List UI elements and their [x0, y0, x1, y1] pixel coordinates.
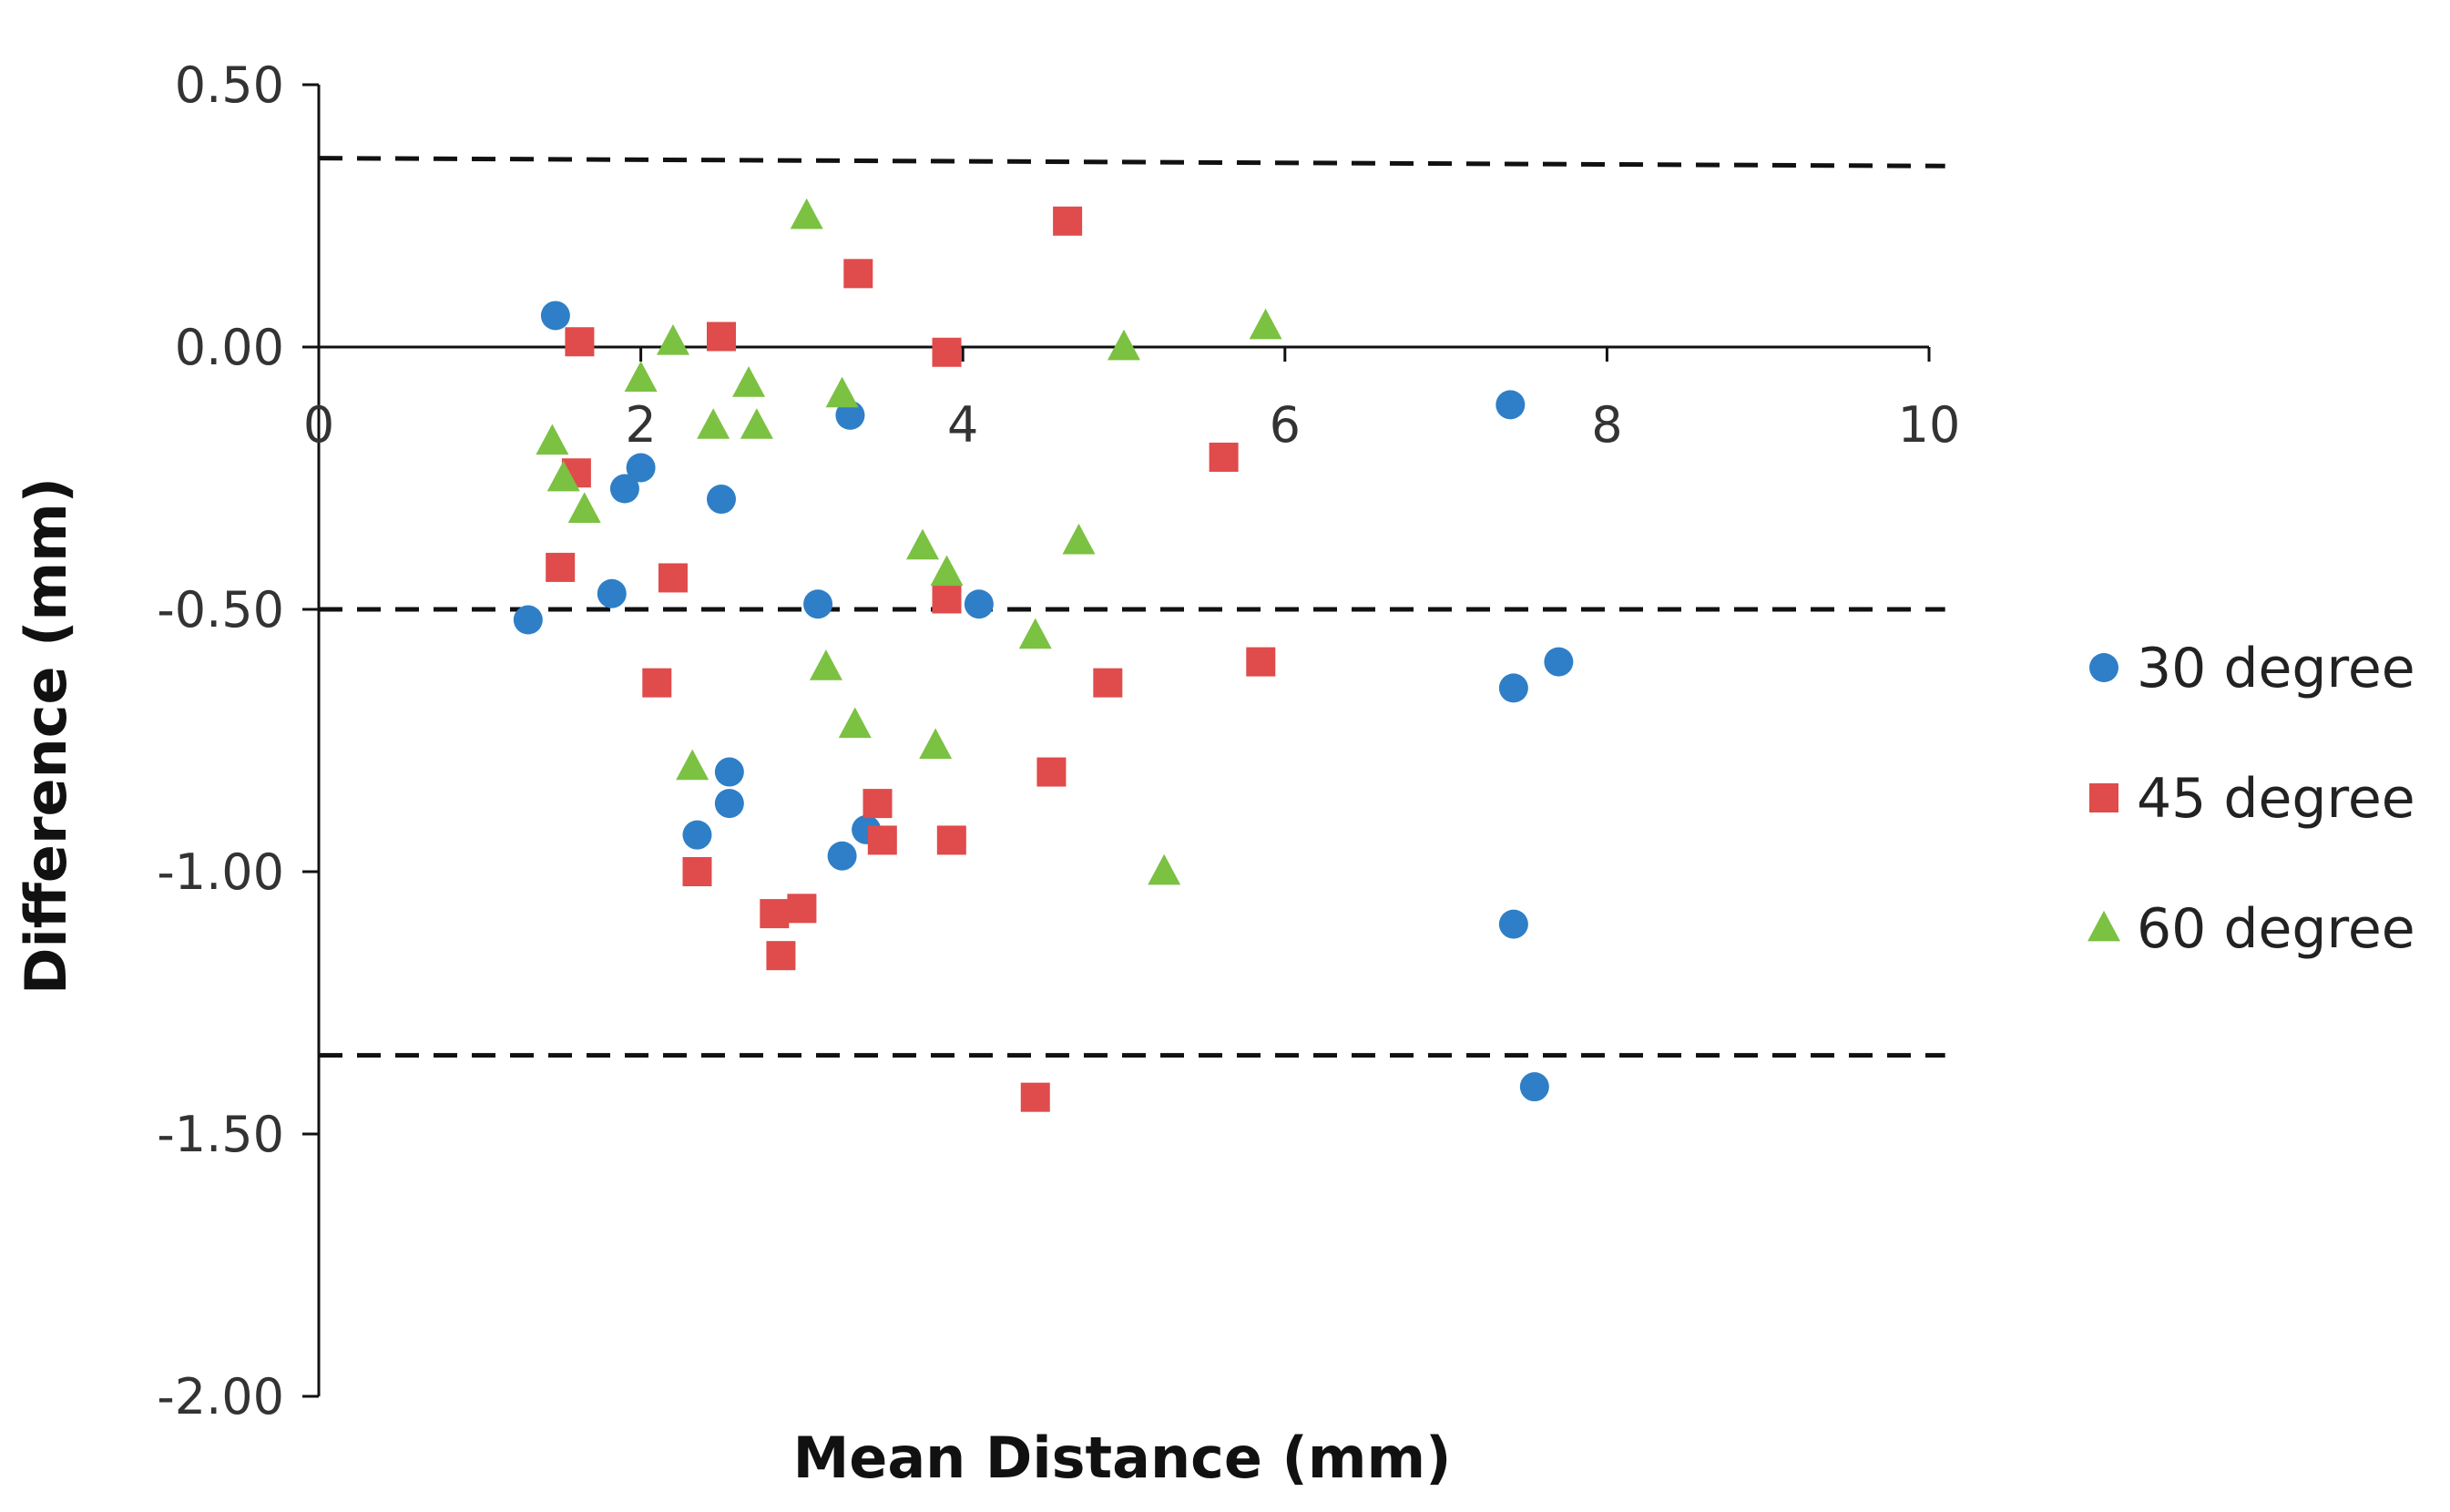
legend-marker [2089, 783, 2118, 812]
y-tick-label: -2.00 [157, 1368, 284, 1425]
data-point [919, 728, 953, 760]
data-point [1519, 1072, 1549, 1102]
legend-label: 45 degree [2137, 767, 2415, 831]
data-point [609, 474, 639, 504]
x-tick-label: 10 [1898, 396, 1961, 454]
data-point [626, 453, 656, 483]
y-tick-label: 0.50 [175, 56, 284, 114]
data-point [843, 259, 873, 289]
data-points [513, 198, 1574, 1112]
data-point [536, 424, 569, 455]
series-45-degree [546, 206, 1276, 1112]
data-point [809, 649, 842, 680]
tick-labels: 0.50 0.00 -0.50 -1.00 -1.50 -2.00 0 2 4 6 8 10 [157, 56, 1960, 1425]
data-point [1148, 853, 1181, 885]
data-point [567, 492, 601, 523]
data-point [1246, 647, 1276, 677]
x-axis-title: Mean Distance (mm) [793, 1425, 1452, 1491]
legend-item: 45 degree [2089, 767, 2415, 831]
data-point [867, 825, 897, 855]
data-point [682, 857, 712, 886]
data-point [597, 578, 627, 608]
data-point [790, 198, 823, 230]
data-point [1036, 757, 1067, 787]
x-tick-label: 4 [947, 396, 978, 454]
data-point [863, 789, 893, 819]
data-point [676, 749, 709, 781]
data-point [932, 337, 962, 367]
data-point [624, 361, 658, 392]
series-30-degree [513, 301, 1574, 1102]
data-point [714, 789, 744, 819]
data-point [546, 552, 576, 582]
data-point [1249, 308, 1282, 340]
data-point [682, 820, 712, 850]
data-point [707, 485, 736, 515]
data-point [906, 528, 939, 560]
y-tick-label: 0.00 [175, 319, 284, 376]
data-point [656, 324, 689, 355]
data-point [838, 707, 872, 739]
axes [302, 83, 1931, 1398]
data-point [1020, 1082, 1050, 1112]
legend-label: 30 degree [2137, 637, 2415, 700]
data-point [803, 589, 833, 619]
data-point [714, 757, 744, 787]
data-point [932, 584, 962, 614]
data-point [930, 555, 964, 587]
data-point [827, 841, 857, 871]
y-tick-label: -1.00 [157, 843, 284, 901]
data-point [760, 899, 790, 929]
reference-lines [318, 156, 1945, 1058]
data-point [732, 366, 766, 397]
x-tick-label: 0 [303, 396, 334, 454]
data-point [1018, 618, 1052, 649]
data-point [1498, 673, 1528, 703]
legend-label: 60 degree [2137, 897, 2415, 961]
data-point [540, 301, 570, 331]
data-point [825, 376, 859, 408]
data-point [740, 408, 773, 439]
x-tick-label: 8 [1591, 396, 1622, 454]
x-tick-label: 6 [1270, 396, 1301, 454]
data-point [936, 825, 966, 855]
data-point [1062, 523, 1096, 555]
data-point [697, 408, 730, 439]
y-tick-label: -1.50 [157, 1106, 284, 1163]
series-60-degree [536, 198, 1282, 885]
data-point [658, 563, 688, 593]
y-axis-title: Difference (mm) [13, 477, 79, 995]
reference-line-upper-limit [318, 156, 1945, 169]
data-point [1053, 206, 1083, 236]
data-point [546, 460, 580, 492]
y-tick-label: -0.50 [157, 581, 284, 639]
legend-marker [2089, 653, 2118, 682]
data-point [1496, 390, 1526, 420]
legend-item: 60 degree [2088, 897, 2415, 961]
data-point [766, 941, 796, 971]
data-point [1209, 442, 1239, 472]
data-point [1108, 329, 1140, 361]
data-point [642, 668, 672, 698]
legend-item: 30 degree [2089, 637, 2415, 700]
data-point [707, 322, 736, 352]
data-point [964, 589, 994, 619]
data-point [787, 894, 817, 924]
data-point [835, 400, 865, 430]
data-point [565, 327, 595, 357]
legend-marker [2088, 910, 2120, 942]
data-point [1093, 668, 1123, 698]
data-point [1498, 909, 1528, 939]
legend: 30 degree 45 degree 60 degree [2088, 637, 2415, 961]
data-point [513, 605, 543, 635]
x-tick-label: 2 [625, 396, 656, 454]
data-point [1544, 647, 1574, 677]
